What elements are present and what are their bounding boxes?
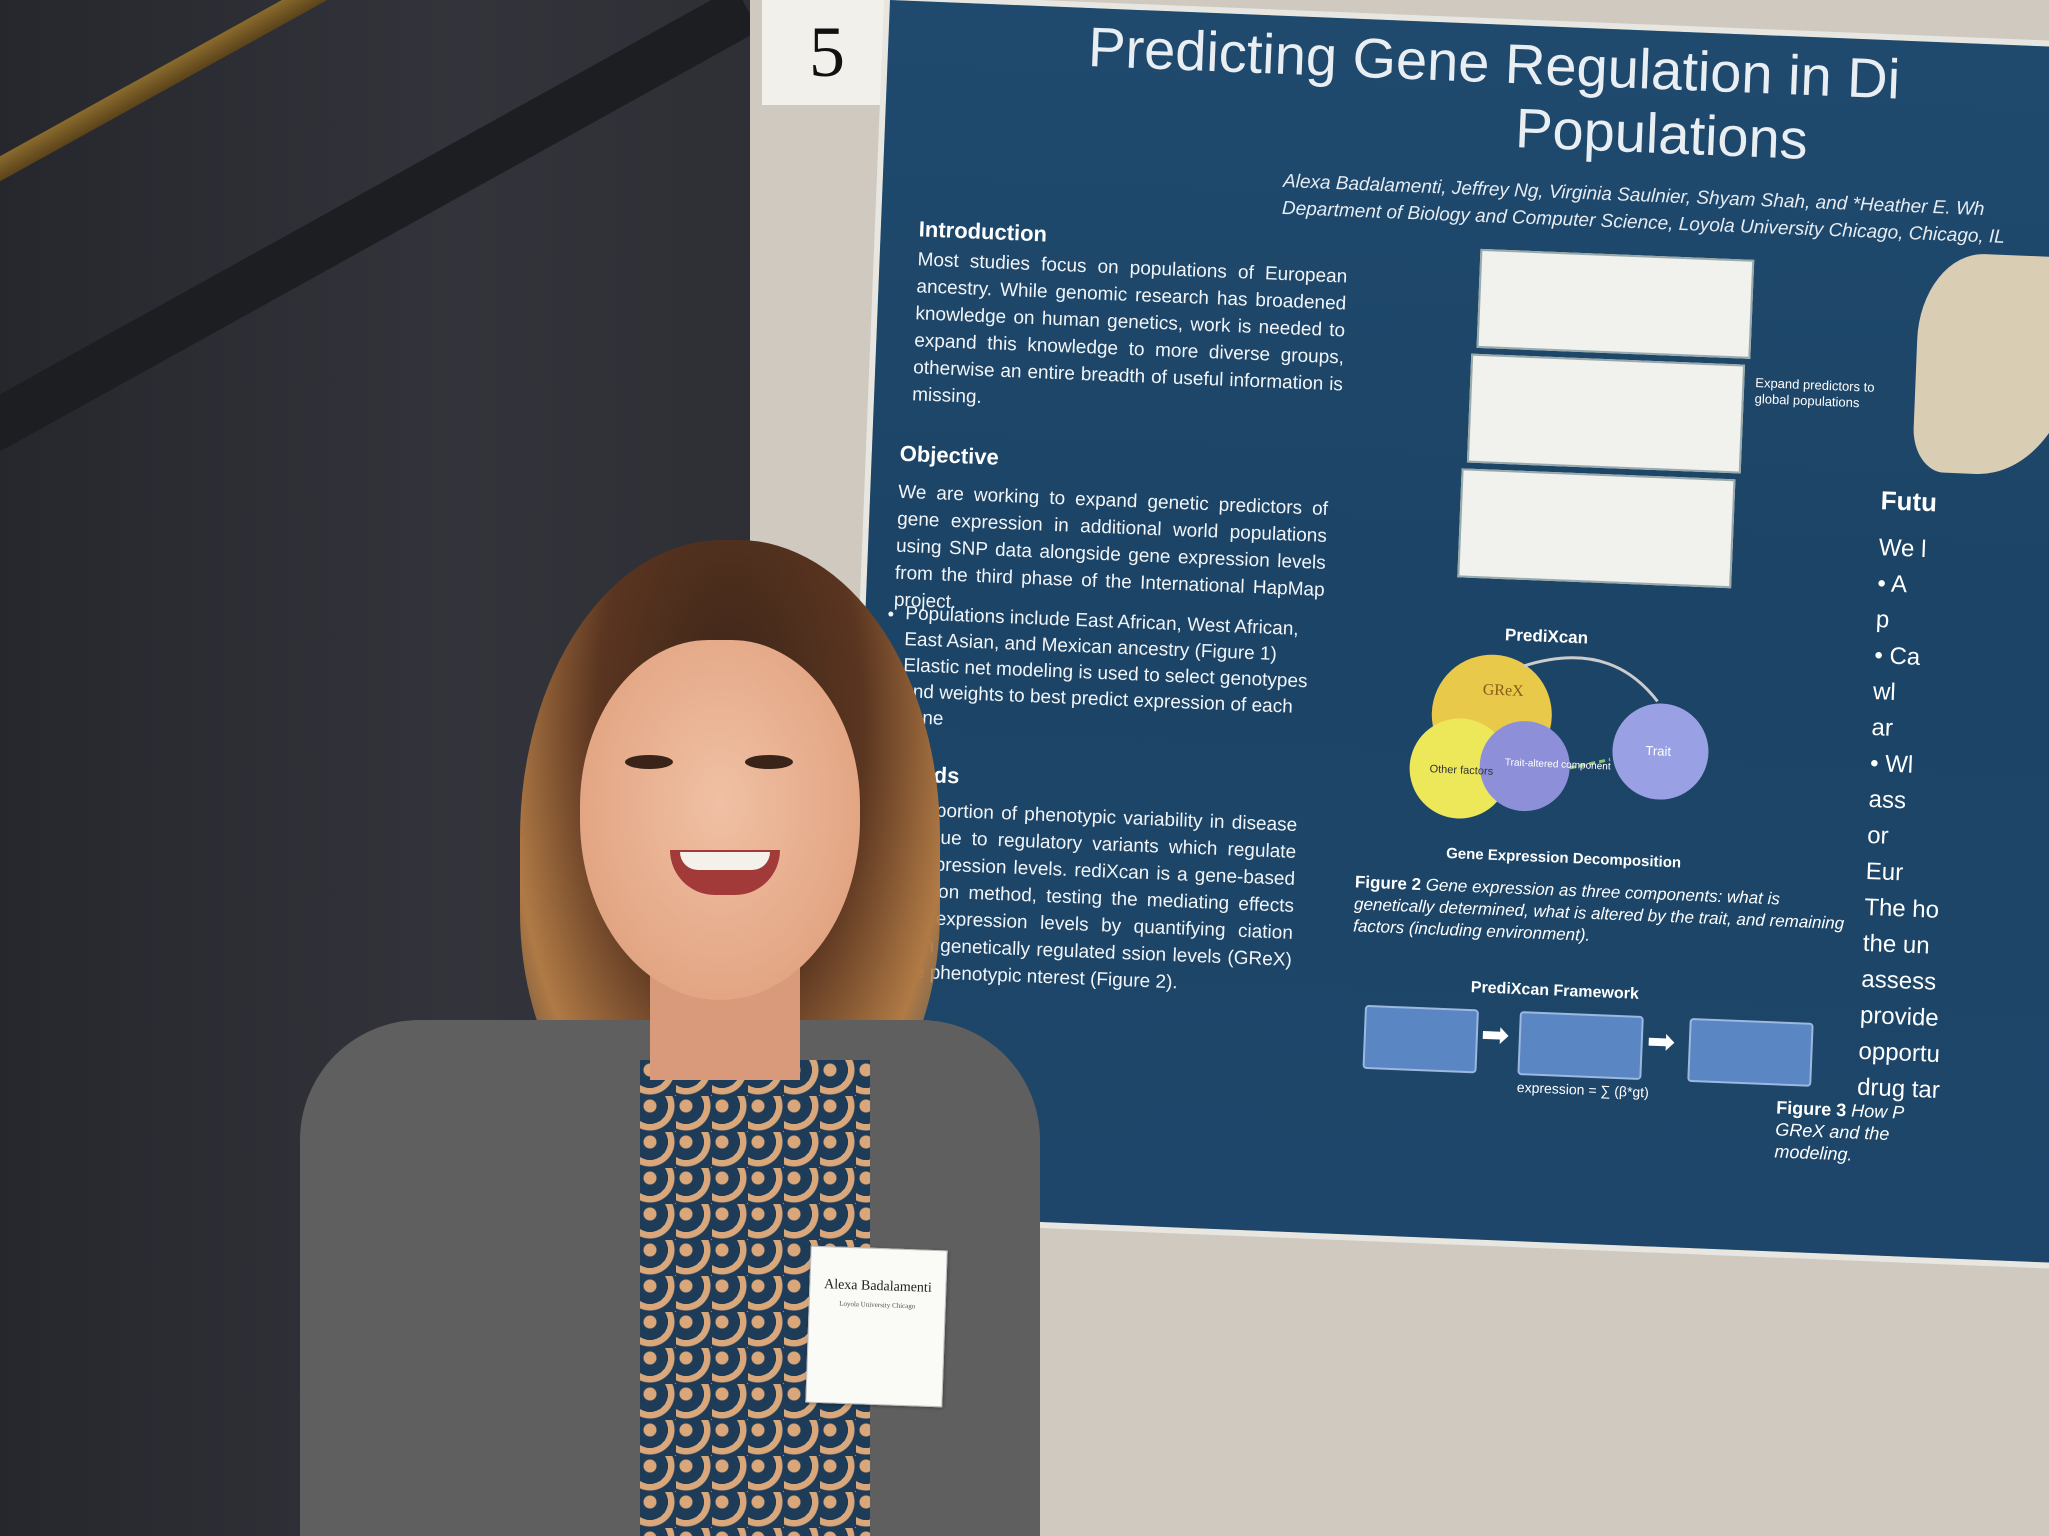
framework-arrow-2: ➡	[1646, 1022, 1677, 1062]
future-line: The ho	[1863, 893, 1940, 924]
name-badge: Alexa Badalamenti Loyola University Chic…	[805, 1245, 948, 1408]
trait-circle	[1612, 703, 1709, 800]
smiling-face	[580, 640, 860, 1000]
other-factors-circle	[1409, 718, 1510, 819]
poster-title-line2: Populations	[1514, 96, 1810, 171]
framework-title: PrediXcan Framework	[1470, 979, 1640, 1003]
other-factors-label: Other factors	[1429, 763, 1494, 778]
intro-heading: Introduction	[918, 216, 1048, 247]
future-line: ass	[1868, 785, 1907, 815]
trait-feedback-arrow	[1569, 758, 1611, 770]
research-poster: Predicting Gene Regulation in Di Populat…	[841, 0, 2049, 1263]
trait-label: Trait	[1645, 743, 1671, 759]
framework-step-1	[1362, 1004, 1479, 1074]
future-line: Eur	[1865, 857, 1904, 887]
figure1-note: Expand predictors to global populations	[1754, 375, 1875, 411]
future-line: wl	[1872, 678, 1897, 706]
trait-altered-circle	[1479, 721, 1570, 812]
figure3-label: Figure 3	[1775, 1097, 1847, 1121]
figure1-panel-c	[1457, 468, 1736, 589]
intro-text: Most studies focus on populations of Eur…	[911, 249, 1348, 408]
future-line: provide	[1859, 1001, 1940, 1032]
station-number-card: 5	[762, 0, 892, 105]
grex-trait-arrow	[1523, 656, 1659, 703]
figure1-panel-a	[1476, 248, 1755, 359]
future-line: ar	[1871, 713, 1894, 742]
left-eye	[625, 755, 673, 769]
future-line: p	[1875, 606, 1890, 634]
trait-altered-label: Trait-altered component	[1505, 757, 1611, 772]
figure3-caption: Figure 3 How P GReX and the modeling.	[1774, 1096, 1937, 1168]
framework-step-3	[1687, 1017, 1814, 1087]
figure2-caption: Figure 2 Gene expression as three compon…	[1353, 871, 1855, 957]
future-line: • A	[1876, 570, 1908, 599]
future-line: assess	[1860, 965, 1937, 996]
right-eye	[745, 755, 793, 769]
framework-step-2	[1517, 1011, 1644, 1081]
framework-arrow-1: ➡	[1480, 1015, 1511, 1055]
figure2-caption-text: Gene expression as three components: wha…	[1352, 875, 1845, 945]
objective-bullets: Populations include East African, West A…	[879, 600, 1326, 748]
future-text: We l • A p • Ca wl ar • Wl ass or Eur Th…	[1856, 530, 1962, 1109]
future-line: We l	[1878, 534, 1927, 564]
world-map-image	[1911, 251, 2049, 478]
badge-name: Alexa Badalamenti	[823, 1277, 932, 1296]
future-line: • Ca	[1873, 642, 1921, 671]
future-line: opportu	[1858, 1037, 1941, 1068]
future-heading: Futu	[1880, 485, 1938, 518]
future-line: the un	[1862, 929, 1931, 960]
objective-bullet: Elastic net modeling is used to select g…	[901, 653, 1324, 748]
figure1-panel-b	[1466, 353, 1746, 474]
badge-affiliation: Loyola University Chicago	[839, 1299, 916, 1311]
grex-label: GReX	[1482, 681, 1524, 700]
figure2-label: Figure 2	[1354, 872, 1422, 895]
objective-heading: Objective	[899, 440, 1000, 470]
future-line: or	[1866, 821, 1890, 850]
gene-expression-diagram: GReX Other factors Trait-altered compone…	[1409, 654, 1709, 819]
framework-formula: expression = ∑ (β*gt)	[1516, 1079, 1650, 1101]
future-line: • Wl	[1869, 749, 1914, 779]
teeth	[680, 852, 770, 870]
